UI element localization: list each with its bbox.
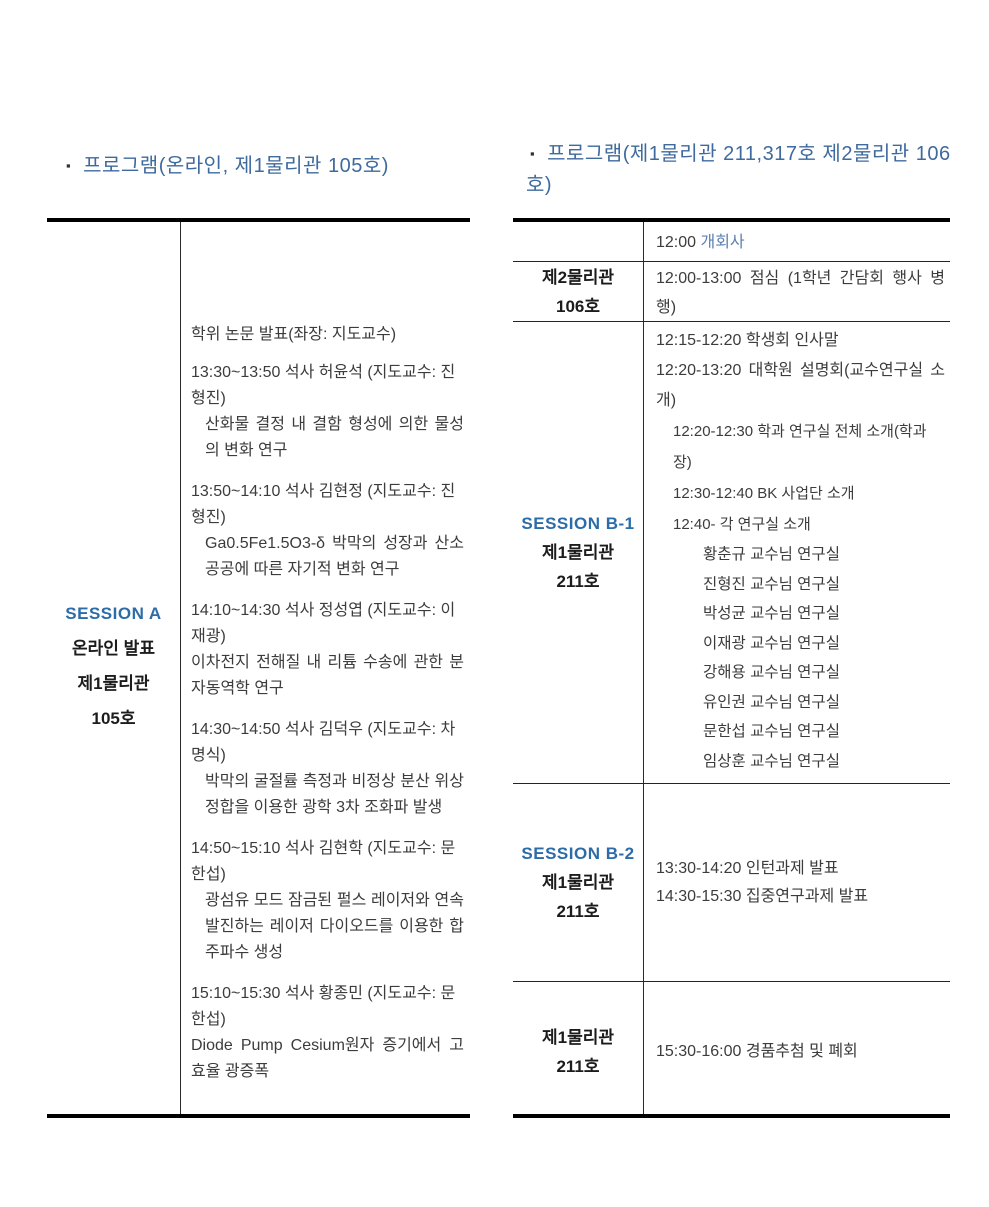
session-a-title: SESSION A (65, 604, 162, 623)
program-header-online-text: 프로그램(온라인, 제1물리관 105호) (83, 155, 389, 177)
talk-body: 광섬유 모드 잠금된 펄스 레이저와 연속 발진하는 레이저 다이오드를 이용한… (205, 892, 464, 961)
opening-time: 12:00 (656, 234, 701, 251)
row-label-cell: SESSION B-2 제1물리관 211호 (513, 784, 643, 981)
program-header-offline-text: 프로그램(제1물리관 211,317호 제2물리관 106호) (526, 143, 951, 196)
session-a-room: 105호 (91, 709, 136, 728)
room-number: 211호 (556, 1057, 600, 1076)
lab-item: 이재광 교수님 연구실 (703, 634, 840, 652)
schedule-line: 12:15-12:20 학생회 인사말 (656, 332, 839, 349)
talk-body: Ga0.5Fe1.5O3-δ 박막의 성장과 산소공공에 따른 자기적 변화 연… (205, 535, 464, 578)
schedule-line: 13:30-14:20 인턴과제 발표 (656, 859, 839, 877)
schedule-subline: 12:20-12:30 학과 연구실 전체 소개(학과장) (673, 423, 927, 471)
table-row-closing: 제1물리관 211호 15:30-16:00 경품추첨 및 폐회 (513, 982, 950, 1122)
talk-body: 산화물 결정 내 결함 형성에 의한 물성의 변화 연구 (205, 416, 464, 459)
schedule-subline: 12:40- 각 연구실 소개 (673, 516, 811, 533)
row-content-cell: 13:30-14:20 인턴과제 발표 14:30-15:30 집중연구과제 발… (644, 784, 950, 981)
talk-head: 14:10~14:30 석사 정성엽 (지도교수: 이재광) (191, 602, 456, 645)
lab-item: 황춘규 교수님 연구실 (703, 546, 840, 563)
bullet-square-icon: ▪ (530, 146, 536, 161)
session-b1-title: SESSION B-1 (521, 514, 635, 533)
row-content-cell: 12:15-12:20 학생회 인사말 12:20-13:20 대학원 설명회(… (644, 322, 950, 783)
room-number: 211호 (556, 902, 600, 921)
schedule-line: 14:30-15:30 집중연구과제 발표 (656, 887, 869, 905)
session-a-content-cell: 학위 논문 발표(좌장: 지도교수) 13:30~13:50 석사 허윤석 (지… (181, 222, 470, 1114)
session-a-table: SESSION A 온라인 발표 제1물리관 105호 학위 논문 발표(좌장:… (47, 218, 470, 1118)
talk-body: 박막의 굴절률 측정과 비정상 분산 위상정합을 이용한 광학 3차 조화파 발… (205, 773, 464, 816)
row-content-cell: 12:00 개회사 (644, 222, 950, 261)
room-number: 106호 (555, 296, 600, 316)
session-a-type: 온라인 발표 (72, 639, 155, 658)
lab-item: 임상훈 교수님 연구실 (703, 752, 840, 770)
talk-head: 15:10~15:30 석사 황종민 (지도교수: 문한섭) (191, 985, 456, 1028)
row-label-cell: 제2물리관 106호 (513, 262, 643, 321)
lab-item: 박성균 교수님 연구실 (703, 605, 840, 622)
row-content-cell: 15:30-16:00 경품추첨 및 폐회 (644, 982, 950, 1122)
opening-title: 개회사 (700, 234, 745, 251)
row-content-cell: 12:00-13:00 점심 (1학년 간담회 행사 병행) (644, 262, 950, 321)
building-name: 제1물리관 (541, 873, 614, 892)
talk-item: 14:30~14:50 석사 김덕우 (지도교수: 차명식) 박막의 굴절률 측… (191, 717, 464, 821)
talk-head: 14:50~15:10 석사 김현학 (지도교수: 문한섭) (191, 840, 456, 883)
row-label-cell: 제1물리관 211호 (513, 982, 643, 1122)
building-name: 제1물리관 (541, 543, 614, 562)
talk-body: 이차전지 전해질 내 리튬 수송에 관한 분자동역학 연구 (191, 654, 464, 697)
table-row-lunch: 제2물리관 106호 12:00-13:00 점심 (1학년 간담회 행사 병행… (513, 262, 950, 322)
schedule-line: 12:20-13:20 대학원 설명회(교수연구실 소개) (656, 362, 945, 409)
lab-item: 문한섭 교수님 연구실 (703, 723, 840, 740)
building-name: 제1물리관 (541, 1028, 614, 1047)
session-a-intro: 학위 논문 발표(좌장: 지도교수) (191, 326, 397, 343)
talk-item: 15:10~15:30 석사 황종민 (지도교수: 문한섭) Diode Pum… (191, 981, 464, 1085)
table-row-session-b2: SESSION B-2 제1물리관 211호 13:30-14:20 인턴과제 … (513, 784, 950, 982)
lab-item: 유인권 교수님 연구실 (703, 693, 840, 711)
closing-text: 15:30-16:00 경품추첨 및 폐회 (656, 1043, 858, 1060)
lab-item: 진형진 교수님 연구실 (703, 575, 840, 593)
talk-item: 13:50~14:10 석사 김현정 (지도교수: 진형진) Ga0.5Fe1.… (191, 479, 464, 583)
table-row-opening: 12:00 개회사 (513, 222, 950, 262)
talk-item: 13:30~13:50 석사 허윤석 (지도교수: 진형진) 산화물 결정 내 … (191, 360, 464, 464)
column-divider (643, 222, 644, 1114)
lunch-text: 12:00-13:00 점심 (1학년 간담회 행사 병행) (656, 270, 945, 316)
schedule-subline: 12:30-12:40 BK 사업단 소개 (673, 485, 855, 502)
row-label-cell (513, 222, 643, 261)
session-a-label-cell: SESSION A 온라인 발표 제1물리관 105호 (47, 596, 180, 736)
session-b-table: 12:00 개회사 제2물리관 106호 12:00-13:00 점심 (1학년… (513, 218, 950, 1118)
talk-body: Diode Pump Cesium원자 증기에서 고효율 광증폭 (191, 1037, 464, 1080)
talk-head: 14:30~14:50 석사 김덕우 (지도교수: 차명식) (191, 721, 456, 764)
talk-item: 14:50~15:10 석사 김현학 (지도교수: 문한섭) 광섬유 모드 잠금… (191, 836, 464, 966)
bullet-square-icon: ▪ (66, 158, 72, 173)
lab-item: 강해용 교수님 연구실 (703, 664, 840, 681)
talk-head: 13:30~13:50 석사 허윤석 (지도교수: 진형진) (191, 364, 456, 407)
program-header-online: ▪ 프로그램(온라인, 제1물리관 105호) (66, 150, 389, 182)
row-label-cell: SESSION B-1 제1물리관 211호 (513, 322, 643, 783)
table-row-session-b1: SESSION B-1 제1물리관 211호 12:15-12:20 학생회 인… (513, 322, 950, 784)
room-number: 211호 (556, 572, 600, 591)
talk-item: 14:10~14:30 석사 정성엽 (지도교수: 이재광) 이차전지 전해질 … (191, 598, 464, 702)
building-name: 제2물리관 (541, 267, 614, 287)
program-header-offline: ▪ 프로그램(제1물리관 211,317호 제2물리관 106호) (526, 138, 952, 201)
session-b2-title: SESSION B-2 (521, 844, 635, 863)
column-divider (180, 222, 181, 1114)
talk-head: 13:50~14:10 석사 김현정 (지도교수: 진형진) (191, 483, 456, 526)
session-a-building: 제1물리관 (77, 674, 150, 693)
